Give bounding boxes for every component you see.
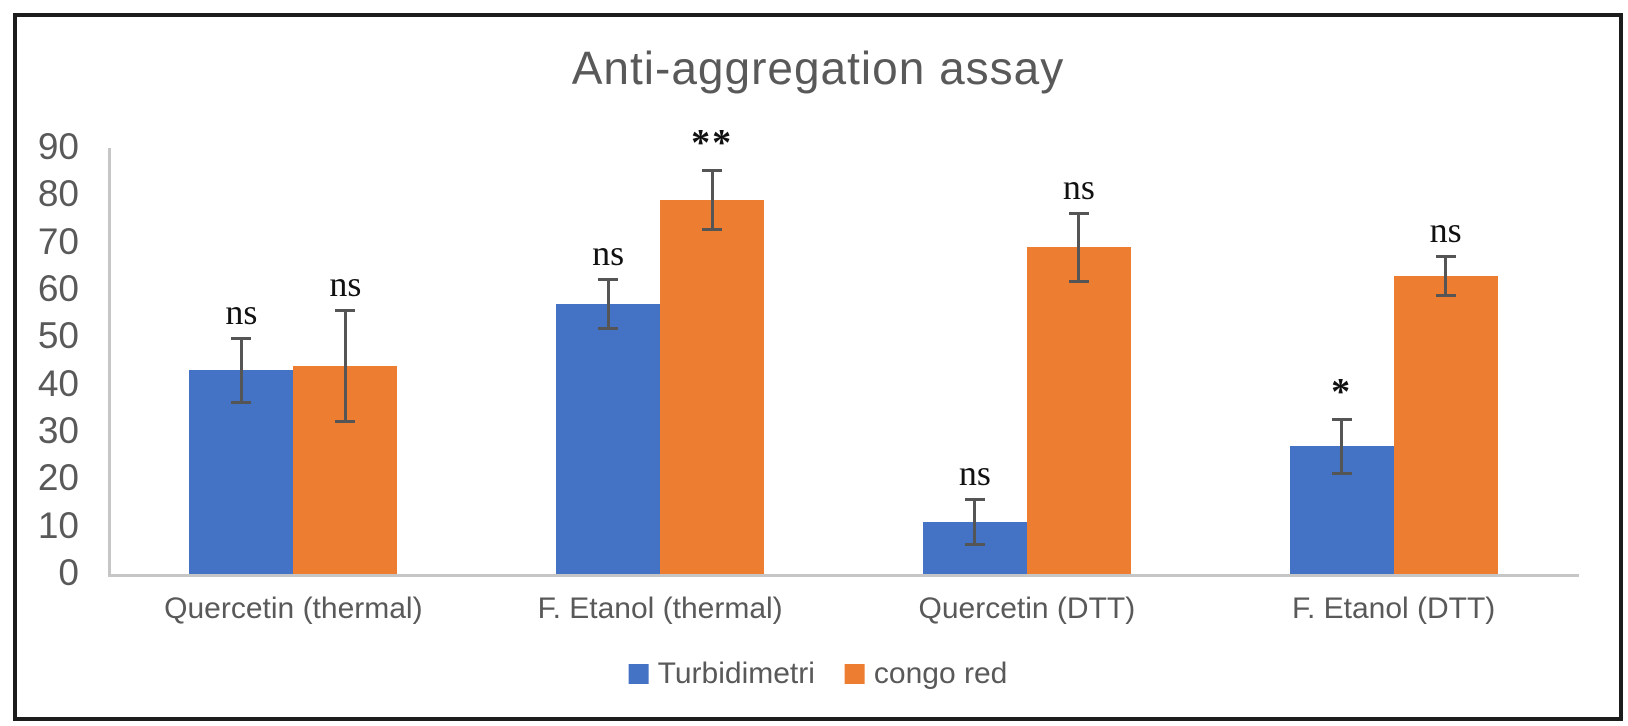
- y-axis-line: [108, 148, 111, 577]
- y-axis-tick-label: 90: [37, 126, 79, 168]
- error-bar-cap-bottom: [231, 400, 252, 404]
- chart-title: Anti-aggregation assay: [571, 42, 1065, 94]
- y-axis-tick-label: 80: [37, 173, 79, 215]
- y-axis-tick-label: 40: [37, 362, 79, 404]
- error-bar-cap-top: [964, 498, 985, 502]
- error-bar-cap-bottom: [1068, 279, 1089, 283]
- error-bar: [1340, 417, 1344, 475]
- bar-congo-red: [660, 200, 765, 574]
- plot-area: 0 10 20 30 40 50 60 70 80 90 Quercetin (thermal) ns…: [17, 17, 1619, 717]
- error-bar-cap-bottom: [964, 542, 985, 546]
- y-axis-tick-label: 0: [58, 552, 79, 594]
- x-axis-category-label: F. Etanol (DTT): [1291, 592, 1496, 625]
- significance-label: ns: [1429, 209, 1462, 250]
- error-bar-cap-bottom: [335, 419, 356, 423]
- legend: Turbidimetri congo red: [628, 657, 1008, 691]
- x-axis-category-label: Quercetin (DTT): [918, 592, 1136, 625]
- y-axis-tick-label: 30: [37, 410, 79, 452]
- error-bar-cap-top: [335, 308, 356, 312]
- x-axis-category-label: F. Etanol (thermal): [537, 592, 783, 625]
- error-bar-cap-top: [1435, 254, 1456, 258]
- error-bar-cap-bottom: [1435, 294, 1456, 298]
- y-axis-tick-label: 10: [37, 504, 79, 546]
- error-bar: [973, 498, 977, 546]
- y-axis-tick-label: 50: [37, 315, 79, 357]
- legend-swatch-turbidimetri: [628, 664, 649, 684]
- error-bar: [1077, 211, 1081, 283]
- error-bar-cap-bottom: [1331, 471, 1352, 475]
- significance-label: ns: [1062, 166, 1095, 207]
- y-axis-tick-label: 20: [37, 457, 79, 499]
- x-axis-line: [108, 574, 1579, 577]
- significance-label: *: [1331, 370, 1353, 413]
- bar-turbidimetri: [189, 370, 294, 574]
- x-axis-category-label: Quercetin (thermal): [164, 592, 423, 625]
- y-axis-tick-label: 70: [37, 220, 79, 262]
- legend-swatch-congo-red: [844, 664, 865, 684]
- error-bar-cap-top: [231, 337, 252, 341]
- significance-label: ns: [958, 453, 991, 494]
- legend-label-turbidimetri: Turbidimetri: [657, 657, 815, 690]
- error-bar-cap-bottom: [702, 227, 723, 231]
- bar-turbidimetri: [556, 304, 661, 574]
- error-bar: [606, 278, 610, 331]
- error-bar: [1444, 254, 1448, 298]
- error-bar-cap-bottom: [598, 327, 619, 331]
- significance-label: ns: [225, 292, 258, 333]
- error-bar-cap-top: [598, 278, 619, 282]
- error-bar: [239, 337, 243, 404]
- error-bar: [710, 169, 714, 231]
- bar-congo-red: [1026, 247, 1131, 574]
- error-bar: [343, 308, 347, 423]
- y-axis-tick-label: 60: [37, 268, 79, 310]
- error-bar-cap-top: [702, 169, 723, 173]
- significance-label: ns: [329, 263, 362, 304]
- significance-label: **: [691, 122, 734, 165]
- legend-item-turbidimetri: Turbidimetri: [628, 657, 815, 691]
- error-bar-cap-top: [1331, 417, 1352, 421]
- chart-frame: Anti-aggregation assay 0 10 20 30 40 50 60 70 80…: [13, 13, 1623, 721]
- bar-congo-red: [1393, 275, 1498, 574]
- significance-label: ns: [592, 233, 625, 274]
- legend-label-congo-red: congo red: [873, 657, 1008, 690]
- legend-item-congo-red: congo red: [844, 657, 1008, 691]
- error-bar-cap-top: [1068, 211, 1089, 215]
